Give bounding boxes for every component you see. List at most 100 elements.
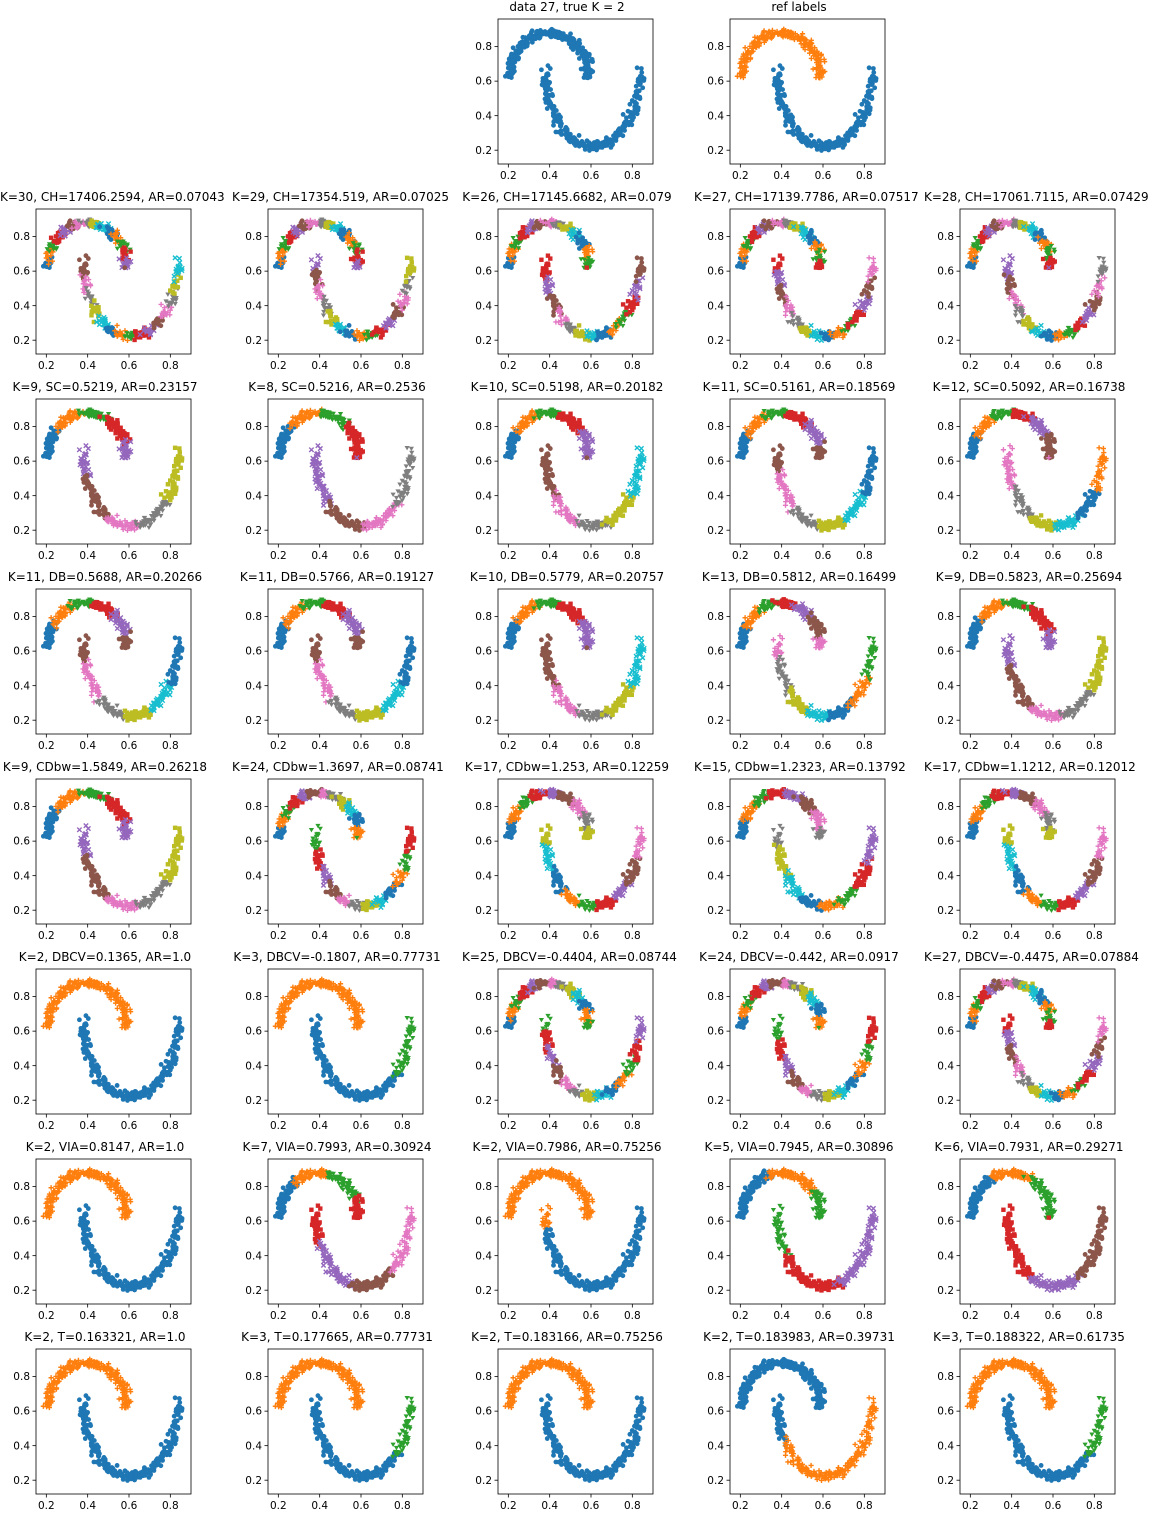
data-point [165,292,170,296]
data-point [992,218,997,223]
data-point [1010,277,1015,282]
x-tick-label: 0.6 [1045,360,1062,372]
data-point [809,323,813,327]
data-point [160,509,165,513]
data-point [634,84,639,89]
data-point [639,256,644,261]
data-point [590,69,595,74]
data-point [309,258,313,262]
y-tick-label: 0.4 [707,110,724,122]
data-point [338,329,343,334]
data-point [554,298,559,303]
data-point [1076,325,1080,329]
data-point [577,323,581,327]
data-point [128,249,132,253]
data-point [77,448,81,452]
y-tick-label: 0.8 [937,231,954,243]
data-point [321,314,326,318]
x-tick-label: 0.6 [815,170,832,182]
data-point [380,333,384,337]
data-point [552,294,557,299]
data-point [83,297,88,301]
y-tick-label: 0.8 [707,231,724,243]
data-point [762,218,767,223]
data-point [354,440,358,444]
data-point [832,142,837,147]
y-tick-label: 0.6 [475,76,492,88]
data-point [68,218,73,223]
y-tick-label: 0.2 [245,335,262,347]
data-point [790,124,795,129]
data-point [89,313,93,317]
data-point [541,30,546,35]
y-tick-label: 0.8 [245,231,262,243]
data-point [579,67,584,72]
data-point [545,296,550,301]
data-point [800,139,805,144]
data-point [809,133,814,138]
y-tick-label: 0.8 [13,231,30,243]
data-point [764,226,769,231]
data-point [65,223,70,228]
data-point [635,65,640,70]
data-point [634,274,639,279]
data-point [545,106,550,111]
data-point [349,447,353,451]
data-point [83,486,88,491]
data-point [552,104,557,109]
y-tick-label: 0.6 [245,456,262,468]
data-point [409,266,413,270]
x-tick-label: 0.4 [311,360,328,372]
data-point [630,98,635,103]
data-point [115,421,119,425]
data-point [122,265,127,270]
x-tick-label: 0.2 [962,360,979,372]
x-tick-label: 0.8 [1086,360,1103,372]
data-point [590,59,595,64]
data-point [84,253,89,258]
y-tick-label: 0.4 [707,300,724,312]
data-point [574,138,579,143]
data-point [574,235,579,240]
data-point [168,498,172,502]
data-point [177,456,181,460]
x-tick-label: 0.8 [856,170,873,182]
data-point [310,272,315,277]
data-point [584,75,589,80]
y-tick-label: 0.2 [13,335,30,347]
x-tick-label: 0.8 [162,550,179,562]
data-point [853,112,858,117]
x-tick-label: 0.2 [38,360,55,372]
data-point [866,84,871,89]
data-point [360,439,364,443]
data-point [1101,257,1106,261]
data-point [551,313,556,318]
data-point [511,45,516,50]
x-tick-label: 0.6 [815,360,832,372]
data-point [777,296,782,301]
data-point [1013,314,1018,318]
y-tick-label: 0.8 [707,41,724,53]
x-tick-label: 0.4 [1003,360,1020,372]
data-point [508,448,513,453]
data-point [97,224,102,229]
data-point [394,496,399,500]
data-point [1021,322,1025,326]
data-point [800,330,804,334]
data-point [639,66,644,71]
data-point [780,277,784,281]
y-tick-label: 0.6 [707,76,724,88]
data-point [159,302,164,307]
data-point [600,142,605,147]
data-point [778,63,783,68]
data-point [853,302,857,306]
data-point [871,256,876,261]
y-tick-label: 0.6 [937,266,954,278]
data-point [404,446,409,450]
